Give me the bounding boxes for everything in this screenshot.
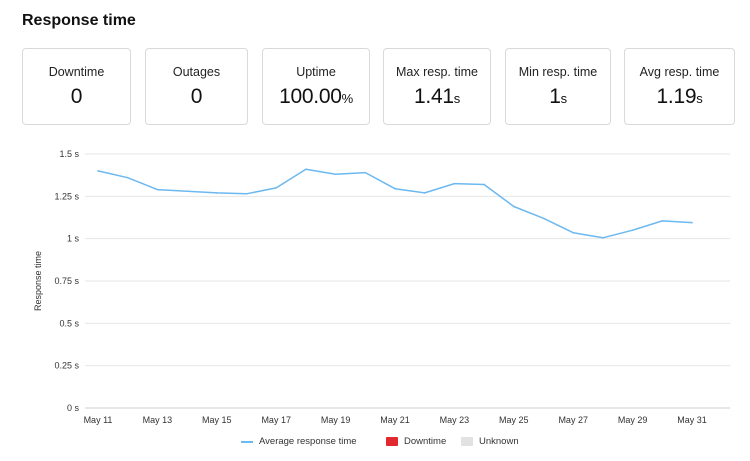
min-resp-time-card: Min resp. time 1s	[505, 48, 611, 125]
card-number: 1	[549, 85, 561, 108]
card-value: 0	[23, 85, 130, 109]
data-point	[156, 188, 159, 191]
data-point	[334, 173, 337, 176]
outages-card: Outages 0	[145, 48, 248, 125]
card-value: 0	[146, 85, 247, 109]
card-number: 1.41	[414, 85, 454, 108]
data-point	[394, 187, 396, 190]
x-tick-label: May 13	[143, 415, 173, 425]
card-label: Downtime	[48, 65, 105, 79]
legend-label: Downtime	[404, 436, 447, 447]
legend-label: Unknown	[479, 436, 519, 447]
card-label: Outages	[172, 65, 221, 79]
card-value: 1s	[506, 85, 610, 109]
page-title: Response time	[22, 12, 136, 29]
downtime-card: Downtime 0	[22, 48, 131, 125]
x-tick-label: May 27	[558, 415, 588, 425]
card-number: 0	[190, 85, 203, 108]
y-tick-label: 0.25 s	[54, 361, 79, 371]
card-unit: s	[560, 91, 568, 106]
data-point	[602, 237, 604, 239]
x-tick-label: May 29	[618, 415, 648, 425]
y-tick-label: 1.25 s	[54, 191, 79, 201]
x-tick-label: May 21	[380, 415, 410, 425]
card-value: 1.41s	[384, 85, 490, 109]
data-point	[631, 229, 634, 231]
data-point	[275, 187, 278, 189]
card-label: Uptime	[296, 65, 336, 79]
card-unit: %	[341, 91, 354, 106]
x-tick-label: May 15	[202, 415, 232, 425]
x-tick-label: May 23	[440, 415, 470, 425]
y-tick-label: 1 s	[67, 234, 80, 244]
chart-legend: Average response time Downtime Unknown	[0, 436, 750, 456]
response-time-chart: 0 s 0.25 s 0.5 s 0.75 s 1 s 1.25 s 1.5 s Respon…	[33, 149, 730, 425]
data-point	[513, 205, 515, 208]
data-point	[305, 168, 307, 171]
card-label: Max resp. time	[396, 65, 478, 79]
y-tick-label: 0.5 s	[59, 318, 79, 328]
legend-item-downtime[interactable]: Downtime	[386, 436, 446, 447]
legend-downtime-swatch	[386, 437, 398, 446]
data-point	[216, 192, 218, 194]
y-tick-label: 0.75 s	[54, 276, 79, 286]
data-point	[186, 190, 188, 193]
x-tick-label: May 19	[321, 415, 351, 425]
x-tick-label: May 25	[499, 415, 529, 425]
data-point	[483, 183, 485, 186]
card-number: 100.00	[279, 85, 342, 108]
card-value: 100.00%	[263, 85, 369, 109]
x-tick-label: May 11	[84, 415, 113, 425]
legend-unknown-swatch	[461, 437, 473, 446]
avg-resp-time-card: Avg resp. time 1.19s	[624, 48, 735, 125]
data-point	[126, 176, 129, 179]
card-unit: s	[696, 91, 703, 106]
legend-label: Average response time	[259, 436, 357, 447]
data-point	[661, 220, 664, 222]
y-tick-label: 1.5 s	[59, 149, 79, 159]
data-point	[364, 171, 367, 174]
legend-item-unknown[interactable]: Unknown	[461, 436, 519, 447]
uptime-card: Uptime 100.00%	[262, 48, 370, 125]
max-resp-time-card: Max resp. time 1.41s	[383, 48, 491, 125]
y-axis-label: Response time	[33, 251, 43, 311]
data-point	[542, 217, 545, 220]
data-point	[691, 221, 693, 224]
data-point	[97, 170, 99, 172]
card-number: 1.19	[656, 85, 697, 108]
card-label: Avg resp. time	[639, 65, 720, 79]
legend-item-avg[interactable]: Average response time	[241, 436, 357, 447]
y-tick-label: 0 s	[67, 403, 80, 413]
x-tick-label: May 17	[261, 415, 291, 425]
x-tick-label: May 31	[677, 415, 707, 425]
series-line	[97, 168, 693, 239]
data-point	[423, 192, 426, 194]
card-number: 0	[70, 85, 83, 108]
data-point	[572, 231, 574, 234]
legend-line-swatch	[241, 440, 253, 443]
card-label: Min resp. time	[518, 65, 598, 79]
card-value: 1.19s	[625, 85, 734, 109]
card-unit: s	[453, 91, 461, 106]
data-point	[453, 182, 456, 185]
data-point	[245, 192, 248, 195]
